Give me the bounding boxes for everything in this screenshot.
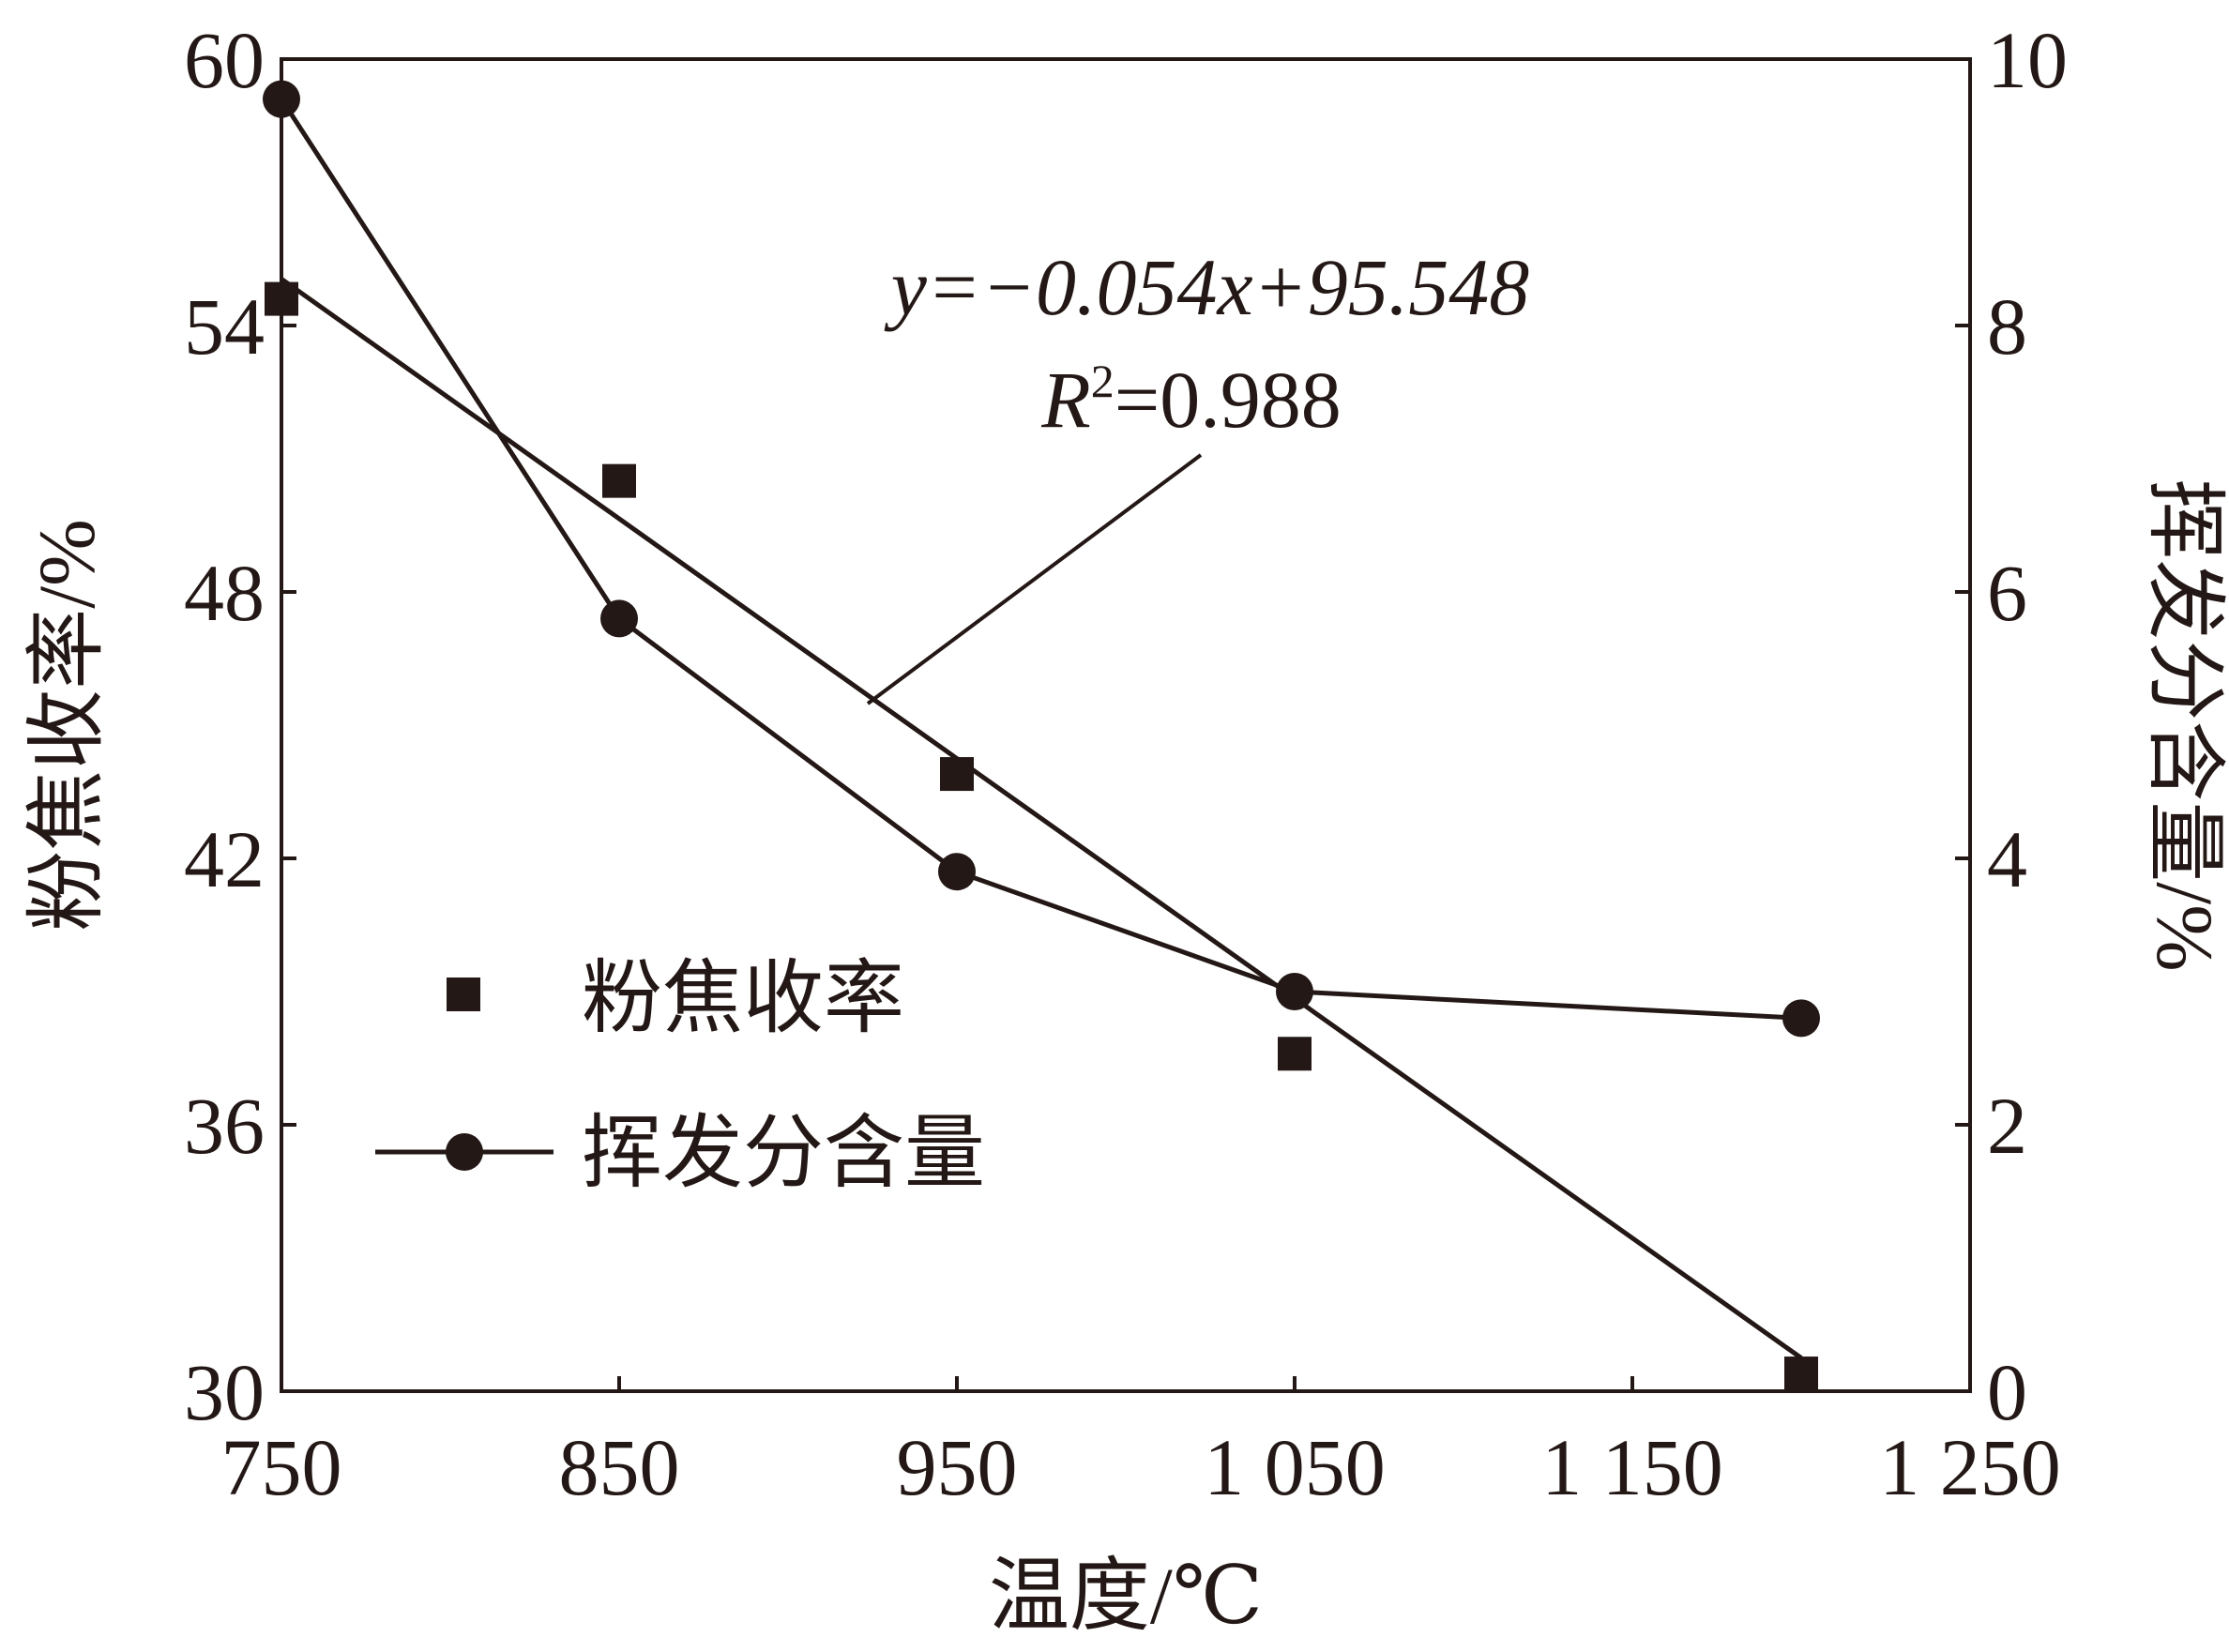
volatile-line bbox=[279, 98, 1802, 1021]
y-right-tick-label: 8 bbox=[1987, 281, 2027, 371]
x-axis-label: 温度/℃ bbox=[989, 1551, 1263, 1641]
y-right-tick-label: 4 bbox=[1987, 814, 2027, 904]
y-left-tick-label: 48 bbox=[184, 548, 265, 638]
x-tick-label: 750 bbox=[221, 1422, 342, 1512]
y-left-tick-label: 36 bbox=[184, 1081, 265, 1171]
r2-superscript: 2 bbox=[1091, 355, 1114, 407]
x-tick-label: 1 250 bbox=[1879, 1422, 2061, 1512]
volatile-point bbox=[1782, 999, 1820, 1038]
y-right-tick-label: 2 bbox=[1987, 1081, 2027, 1171]
plot-frame bbox=[280, 57, 1972, 1393]
volatile-point bbox=[1276, 973, 1313, 1010]
volatile-point bbox=[600, 599, 638, 638]
legend: 粉焦收率 挥发分含量 bbox=[375, 953, 985, 1198]
volatile-point bbox=[938, 853, 976, 891]
yield-point bbox=[265, 281, 298, 316]
yield-point bbox=[940, 757, 974, 792]
legend-circle-marker bbox=[446, 1133, 483, 1171]
legend-square-marker bbox=[447, 978, 480, 1011]
x-tick-label: 1 150 bbox=[1541, 1422, 1723, 1512]
y-left-tick-label: 42 bbox=[184, 814, 265, 904]
series-layer bbox=[263, 80, 1820, 1391]
r2-value: =0.988 bbox=[1114, 355, 1342, 445]
fit-equation: y=−0.054x+95.548 bbox=[884, 242, 1529, 332]
legend-label-volatile: 挥发分含量 bbox=[582, 1108, 985, 1198]
annotation-leader-line bbox=[866, 453, 1203, 705]
fit-r-squared: R2=0.988 bbox=[1040, 355, 1342, 445]
yield-point bbox=[1278, 1037, 1312, 1071]
volatile-point bbox=[263, 80, 300, 118]
x-tick-label: 950 bbox=[897, 1422, 1018, 1512]
x-tick-label: 850 bbox=[559, 1422, 680, 1512]
y-axis-label-left: 粉焦收率/% bbox=[22, 519, 112, 932]
yield-point bbox=[602, 463, 636, 498]
y-left-tick-label: 54 bbox=[184, 281, 265, 371]
y-right-tick-label: 6 bbox=[1987, 548, 2027, 638]
y-left-tick-label: 60 bbox=[184, 15, 265, 105]
yield-point bbox=[1784, 1356, 1818, 1391]
x-tick-label: 1 050 bbox=[1204, 1422, 1386, 1512]
y-right-tick-label: 0 bbox=[1987, 1347, 2027, 1437]
r2-symbol: R bbox=[1040, 355, 1091, 445]
y-right-tick-label: 10 bbox=[1987, 15, 2068, 105]
fit-line bbox=[280, 277, 1803, 1360]
y-axis-label-right: 挥发分含量/% bbox=[2140, 478, 2229, 972]
y-left-tick-label: 30 bbox=[184, 1347, 265, 1437]
legend-label-yield: 粉焦收率 bbox=[582, 953, 904, 1043]
ticks-layer: 750 850 950 1 050 1 150 1 250 30 36 42 48 54 60 0 2 4 6… bbox=[184, 15, 2068, 1512]
fit-annotation: y=−0.054x+95.548 R2=0.988 bbox=[866, 242, 1529, 705]
